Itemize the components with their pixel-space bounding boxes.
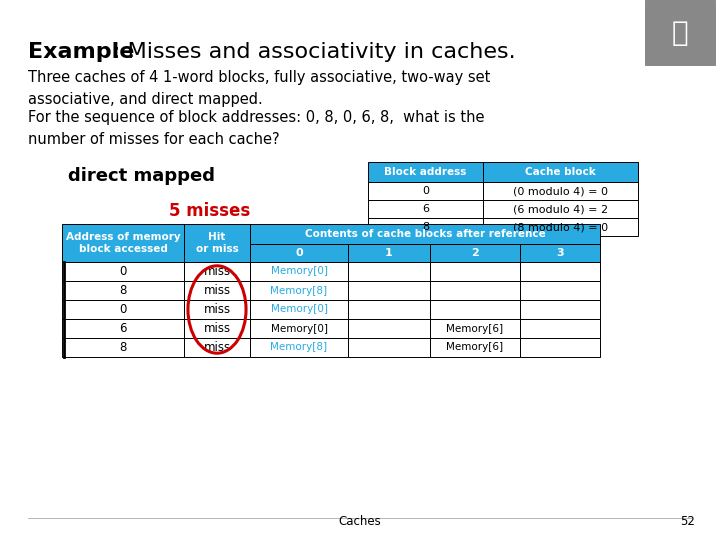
Bar xyxy=(430,262,520,281)
Bar xyxy=(62,224,184,262)
Text: 3: 3 xyxy=(556,248,564,258)
Text: 6: 6 xyxy=(120,322,127,335)
Bar xyxy=(430,281,520,300)
Bar xyxy=(483,200,638,218)
Text: Cache block: Cache block xyxy=(525,167,596,177)
Text: 0: 0 xyxy=(120,303,127,316)
Text: miss: miss xyxy=(204,284,230,297)
Bar xyxy=(430,338,520,357)
Text: Contents of cache blocks after reference: Contents of cache blocks after reference xyxy=(305,229,545,239)
Bar xyxy=(184,262,250,281)
Text: (6 modulo 4) = 2: (6 modulo 4) = 2 xyxy=(513,204,608,214)
Text: 52: 52 xyxy=(680,515,695,528)
Text: Block address: Block address xyxy=(384,167,467,177)
Text: 0: 0 xyxy=(295,248,303,258)
Bar xyxy=(62,319,184,338)
Bar xyxy=(184,319,250,338)
Text: Memory[6]: Memory[6] xyxy=(446,342,503,353)
Bar xyxy=(368,182,483,200)
Text: direct mapped: direct mapped xyxy=(68,167,215,185)
Text: 5 misses: 5 misses xyxy=(169,202,251,220)
Bar xyxy=(184,300,250,319)
Text: (8 modulo 4) = 0: (8 modulo 4) = 0 xyxy=(513,222,608,232)
Text: miss: miss xyxy=(204,265,230,278)
Bar xyxy=(483,218,638,236)
Bar xyxy=(368,162,483,182)
Text: Caches: Caches xyxy=(338,515,382,528)
Text: miss: miss xyxy=(204,303,230,316)
Bar xyxy=(520,300,600,319)
Bar xyxy=(520,319,600,338)
Bar xyxy=(62,300,184,319)
Bar xyxy=(520,262,600,281)
Text: Memory[0]: Memory[0] xyxy=(271,323,328,334)
Text: 8: 8 xyxy=(120,284,127,297)
Bar xyxy=(184,281,250,300)
Text: Address of memory
block accessed: Address of memory block accessed xyxy=(66,232,180,254)
Text: Three caches of 4 1-word blocks, fully associative, two-way set
associative, and: Three caches of 4 1-word blocks, fully a… xyxy=(28,70,490,106)
Bar xyxy=(348,338,430,357)
Bar xyxy=(368,200,483,218)
Text: 1: 1 xyxy=(385,248,393,258)
Bar xyxy=(348,244,430,262)
Bar xyxy=(520,281,600,300)
Text: Memory[0]: Memory[0] xyxy=(271,305,328,314)
Bar xyxy=(368,218,483,236)
Text: 0: 0 xyxy=(120,265,127,278)
Bar xyxy=(62,262,184,281)
Text: 8: 8 xyxy=(120,341,127,354)
Bar xyxy=(348,319,430,338)
Bar xyxy=(520,338,600,357)
Bar xyxy=(348,262,430,281)
Text: (0 modulo 4) = 0: (0 modulo 4) = 0 xyxy=(513,186,608,196)
Text: Memory[6]: Memory[6] xyxy=(446,323,503,334)
Bar xyxy=(62,281,184,300)
Text: 6: 6 xyxy=(422,204,429,214)
Bar xyxy=(184,338,250,357)
Bar xyxy=(250,262,348,281)
Text: : Misses and associativity in caches.: : Misses and associativity in caches. xyxy=(113,42,516,62)
Text: Memory[8]: Memory[8] xyxy=(271,286,328,295)
Bar xyxy=(250,281,348,300)
Bar xyxy=(430,244,520,262)
Text: Memory[8]: Memory[8] xyxy=(271,342,328,353)
Bar xyxy=(62,338,184,357)
Bar xyxy=(430,319,520,338)
Text: For the sequence of block addresses: 0, 8, 0, 6, 8,  what is the
number of misse: For the sequence of block addresses: 0, … xyxy=(28,110,485,146)
Bar xyxy=(348,281,430,300)
Bar xyxy=(483,162,638,182)
Bar xyxy=(250,338,348,357)
Bar xyxy=(520,244,600,262)
Bar xyxy=(250,244,348,262)
Bar xyxy=(348,300,430,319)
Text: 8: 8 xyxy=(422,222,429,232)
Text: Memory[0]: Memory[0] xyxy=(271,267,328,276)
Bar xyxy=(483,182,638,200)
Bar xyxy=(250,224,600,244)
Bar xyxy=(645,0,715,65)
Bar xyxy=(250,319,348,338)
Text: miss: miss xyxy=(204,341,230,354)
Text: 2: 2 xyxy=(471,248,479,258)
Text: Hit
or miss: Hit or miss xyxy=(196,232,238,254)
Text: 0: 0 xyxy=(422,186,429,196)
Text: 🔬: 🔬 xyxy=(672,18,688,46)
Bar xyxy=(430,300,520,319)
Text: Example: Example xyxy=(28,42,135,62)
Bar xyxy=(184,224,250,262)
Text: miss: miss xyxy=(204,322,230,335)
Bar xyxy=(250,300,348,319)
